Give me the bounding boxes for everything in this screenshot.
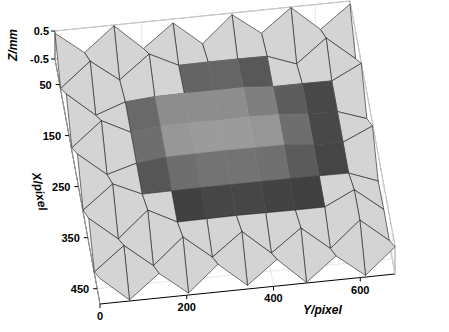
- svg-text:350: 350: [61, 232, 79, 244]
- svg-text:50: 50: [39, 79, 51, 91]
- svg-text:-0.5: -0.5: [30, 53, 49, 65]
- svg-text:X/pixel: X/pixel: [29, 170, 50, 212]
- svg-text:Z/mm: Z/mm: [6, 29, 20, 62]
- svg-text:450: 450: [71, 283, 89, 295]
- svg-text:0.5: 0.5: [34, 25, 49, 37]
- svg-text:200: 200: [178, 301, 196, 313]
- svg-text:0: 0: [97, 310, 103, 322]
- svg-text:150: 150: [43, 130, 61, 142]
- svg-text:250: 250: [52, 181, 70, 193]
- svg-text:400: 400: [264, 292, 282, 304]
- svg-text:600: 600: [351, 284, 369, 296]
- svg-text:Y/pixel: Y/pixel: [303, 303, 342, 317]
